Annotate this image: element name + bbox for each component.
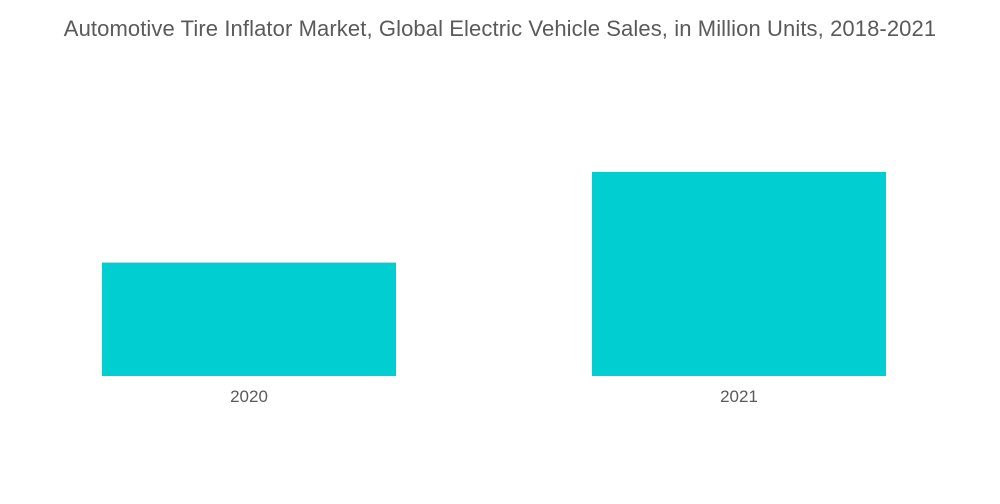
bar-2021	[592, 171, 886, 376]
x-tick-label-2020: 2020	[230, 387, 268, 406]
bars-group	[102, 171, 886, 376]
bar-2020	[102, 262, 396, 376]
x-axis-tick-labels: 2020 2021	[230, 387, 758, 406]
chart-title: Automotive Tire Inflator Market, Global …	[63, 16, 937, 41]
x-tick-label-2021: 2021	[720, 387, 758, 406]
